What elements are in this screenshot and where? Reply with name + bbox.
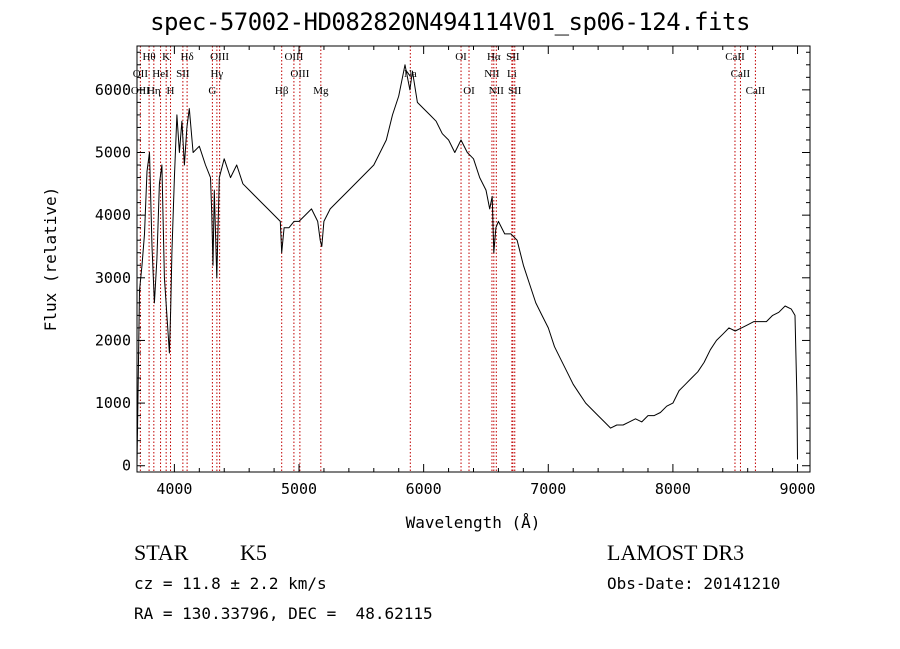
y-tick-label: 0	[122, 457, 131, 475]
spectral-line-label: Hη	[147, 85, 161, 97]
spectral-line-label: OI	[463, 85, 475, 97]
spectral-line-label: Hδ	[181, 51, 194, 63]
spectral-line-label: CaII	[725, 51, 745, 63]
spectral-line-label: H	[167, 85, 175, 97]
y-tick-label: 4000	[95, 206, 131, 224]
line-label-layer: Hθ K Hδ OIII OIII OI Hα SII CaII OII HeI SII Hγ OIII N…	[131, 51, 766, 97]
y-tick-label: 2000	[95, 331, 131, 349]
y-tick-label: 6000	[95, 81, 131, 99]
object-subclass: K5	[240, 540, 267, 565]
spectral-line-label: Hβ	[275, 85, 289, 97]
spectral-line-label: Hγ	[210, 68, 223, 80]
object-class: STAR	[134, 540, 189, 565]
spectral-line-label: G	[208, 85, 216, 97]
observation-date: Obs-Date: 20141210	[607, 574, 781, 593]
spectral-line-label: OIII	[210, 51, 229, 63]
line-marker-layer	[139, 46, 756, 472]
spectral-line-label: CaII	[731, 68, 751, 80]
x-tick-label: 9000	[779, 480, 815, 498]
spectral-line-label: Mg	[313, 85, 329, 97]
spectral-line-label: NII	[489, 85, 505, 97]
plot-frame	[136, 45, 811, 473]
spectral-line-label: CaII	[746, 85, 766, 97]
spectral-line-label: NII	[484, 68, 500, 80]
spectral-line-label: OIII	[284, 51, 303, 63]
chart-title: spec-57002-HD082820N494114V01_sp06-124.f…	[150, 8, 750, 36]
spectral-line-label: OIII	[290, 68, 309, 80]
redshift-velocity: cz = 11.8 ± 2.2 km/s	[134, 574, 327, 593]
x-tick-label: 8000	[655, 480, 691, 498]
series-layer	[136, 64, 798, 466]
spectrum-line	[136, 64, 798, 466]
y-axis-label: Flux (relative)	[41, 187, 60, 332]
spectral-line-label: SII	[176, 68, 190, 80]
x-tick-label: 6000	[406, 480, 442, 498]
spectral-line-label: SII	[506, 51, 520, 63]
y-tick-label: 1000	[95, 394, 131, 412]
x-axis-label: Wavelength (Å)	[406, 513, 541, 532]
coordinates-ra-dec: RA = 130.33796, DEC = 48.62115	[134, 604, 433, 623]
y-tick-label: 3000	[95, 269, 131, 287]
spectral-line-label: Li	[507, 68, 517, 80]
spectral-line-label: OI	[455, 51, 467, 63]
x-tick-label: 4000	[156, 480, 192, 498]
x-tick-label: 7000	[530, 480, 566, 498]
y-tick-label: 5000	[95, 144, 131, 162]
spectral-line-label: OII	[133, 68, 149, 80]
spectral-line-label: SII	[508, 85, 522, 97]
spectral-line-label: Hα	[487, 51, 501, 63]
tick-layer: 4000 5000 6000 7000 8000 9000 0 1000 2000 3000 400…	[95, 46, 816, 498]
survey-name: LAMOST DR3	[607, 540, 745, 565]
spectral-line-label: OIII	[131, 85, 150, 97]
spectral-line-label: HeI	[152, 68, 169, 80]
spectral-line-label: Hθ	[142, 51, 155, 63]
spectral-line-label: K	[162, 51, 170, 63]
x-tick-label: 5000	[281, 480, 317, 498]
